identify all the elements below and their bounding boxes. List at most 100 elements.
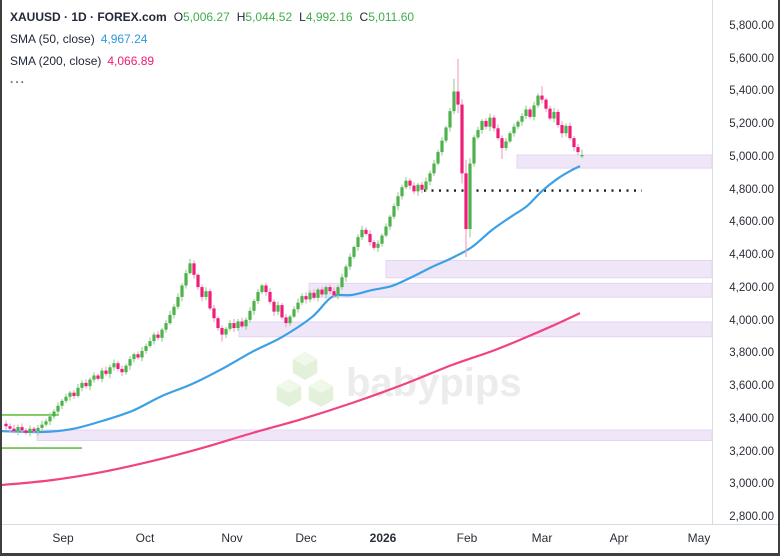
- candle-down: [372, 242, 376, 248]
- candle-down: [412, 185, 416, 192]
- candle-up: [172, 306, 176, 315]
- candle-up: [468, 163, 472, 229]
- candle-up: [564, 125, 568, 134]
- candle-down: [84, 382, 88, 387]
- candle-up: [160, 329, 164, 338]
- ohlc-open: O5,006.27: [173, 10, 230, 24]
- candle-up: [276, 305, 280, 312]
- candle-up: [204, 291, 208, 297]
- candle-up: [296, 302, 300, 310]
- candle-up: [356, 237, 360, 247]
- time-axis[interactable]: Sep Oct Nov Dec 2026 Feb Mar Apr May: [2, 524, 778, 553]
- candle-down: [32, 428, 36, 432]
- sma200-legend-row[interactable]: SMA (200, close) 4,066.89: [10, 50, 414, 72]
- price-tick-label: 3,400.00: [729, 412, 774, 425]
- candle-up: [224, 328, 228, 335]
- candle-down: [192, 263, 196, 275]
- candle-up: [392, 206, 396, 217]
- candle-up: [388, 216, 392, 227]
- candle-down: [464, 173, 468, 229]
- candle-down: [420, 184, 424, 190]
- candle-down: [500, 138, 504, 148]
- candle-down: [156, 334, 160, 338]
- candle-down: [96, 375, 100, 379]
- candle-up: [48, 416, 52, 422]
- zone-4300[interactable]: [385, 259, 712, 279]
- candle-up: [68, 392, 72, 397]
- candle-up: [472, 137, 476, 164]
- sma200-line[interactable]: [2, 312, 581, 487]
- candle-up: [228, 323, 232, 329]
- candle-up: [16, 427, 20, 432]
- candle-down: [332, 291, 336, 296]
- candle-down: [196, 274, 200, 288]
- zone-3300[interactable]: [36, 429, 712, 441]
- candle-down: [4, 423, 8, 427]
- zone-4180[interactable]: [308, 282, 712, 298]
- candlesticks: [4, 58, 584, 437]
- candle-up: [444, 127, 448, 141]
- sma200-label: SMA (200, close): [10, 54, 102, 68]
- candle-up: [248, 310, 252, 320]
- sma50-label: SMA (50, close): [10, 32, 95, 46]
- candle-up: [400, 187, 404, 197]
- candle-down: [456, 91, 460, 105]
- ohlc-close: C5,011.60: [359, 10, 415, 24]
- time-tick-label: 2026: [369, 531, 397, 545]
- candle-down: [24, 430, 28, 433]
- candle-up: [256, 292, 260, 302]
- sma50-line[interactable]: [2, 165, 581, 434]
- candle-up: [124, 365, 128, 373]
- candle-up: [140, 350, 144, 358]
- legend-more-button[interactable]: ...: [10, 72, 27, 86]
- candle-up: [448, 111, 452, 128]
- candle-up: [132, 354, 136, 360]
- chart-legend: XAUUSD · 1D · FOREX.com O5,006.27 H5,044.5…: [10, 6, 414, 86]
- time-tick-label: Apr: [609, 531, 629, 545]
- candle-down: [12, 428, 16, 432]
- price-tick-label: 3,800.00: [729, 347, 774, 360]
- candle-up: [236, 321, 240, 329]
- sma50-legend-row[interactable]: SMA (50, close) 4,967.24: [10, 28, 414, 50]
- price-tick-label: 5,600.00: [729, 52, 774, 65]
- candle-up: [380, 235, 384, 244]
- candle-up: [36, 427, 40, 432]
- candle-up: [244, 319, 248, 327]
- candle-down: [368, 233, 372, 243]
- candle-up: [376, 243, 380, 248]
- candle-down: [484, 120, 488, 127]
- symbol-title[interactable]: XAUUSD · 1D · FOREX.com: [10, 10, 167, 24]
- candle-down: [20, 427, 24, 431]
- candle-down: [240, 321, 244, 327]
- candle-up: [112, 363, 116, 368]
- price-axis[interactable]: 5,800.00 5,600.00 5,400.00 5,200.00 5,000.00…: [712, 0, 778, 524]
- candle-down: [280, 305, 284, 318]
- candle-up: [520, 116, 524, 122]
- candle-down: [548, 108, 552, 119]
- price-tick-label: 3,200.00: [729, 445, 774, 458]
- symbol-legend-row[interactable]: XAUUSD · 1D · FOREX.com O5,006.27 H5,044.5…: [10, 6, 414, 28]
- candle-up: [92, 375, 96, 380]
- ohlc-high: H5,044.52: [236, 10, 293, 24]
- candle-up: [60, 400, 64, 406]
- candle-up: [360, 229, 364, 238]
- candle-down: [232, 323, 236, 329]
- candle-down: [220, 328, 224, 335]
- candle-down: [212, 308, 216, 319]
- candle-down: [460, 104, 464, 174]
- time-tick-label: Oct: [135, 531, 155, 545]
- candle-down: [568, 125, 572, 139]
- candle-up: [148, 341, 152, 347]
- candlestick-chart-canvas[interactable]: [2, 0, 712, 524]
- candle-up: [52, 411, 56, 417]
- candle-up: [352, 246, 356, 257]
- candle-down: [492, 117, 496, 129]
- candle-up: [516, 121, 520, 127]
- candle-down: [544, 99, 548, 109]
- zone-3950[interactable]: [238, 321, 712, 338]
- candle-up: [480, 120, 484, 130]
- price-tick-label: 4,600.00: [729, 216, 774, 229]
- candle-up: [424, 181, 428, 190]
- resistance-zone-5000[interactable]: [516, 154, 712, 169]
